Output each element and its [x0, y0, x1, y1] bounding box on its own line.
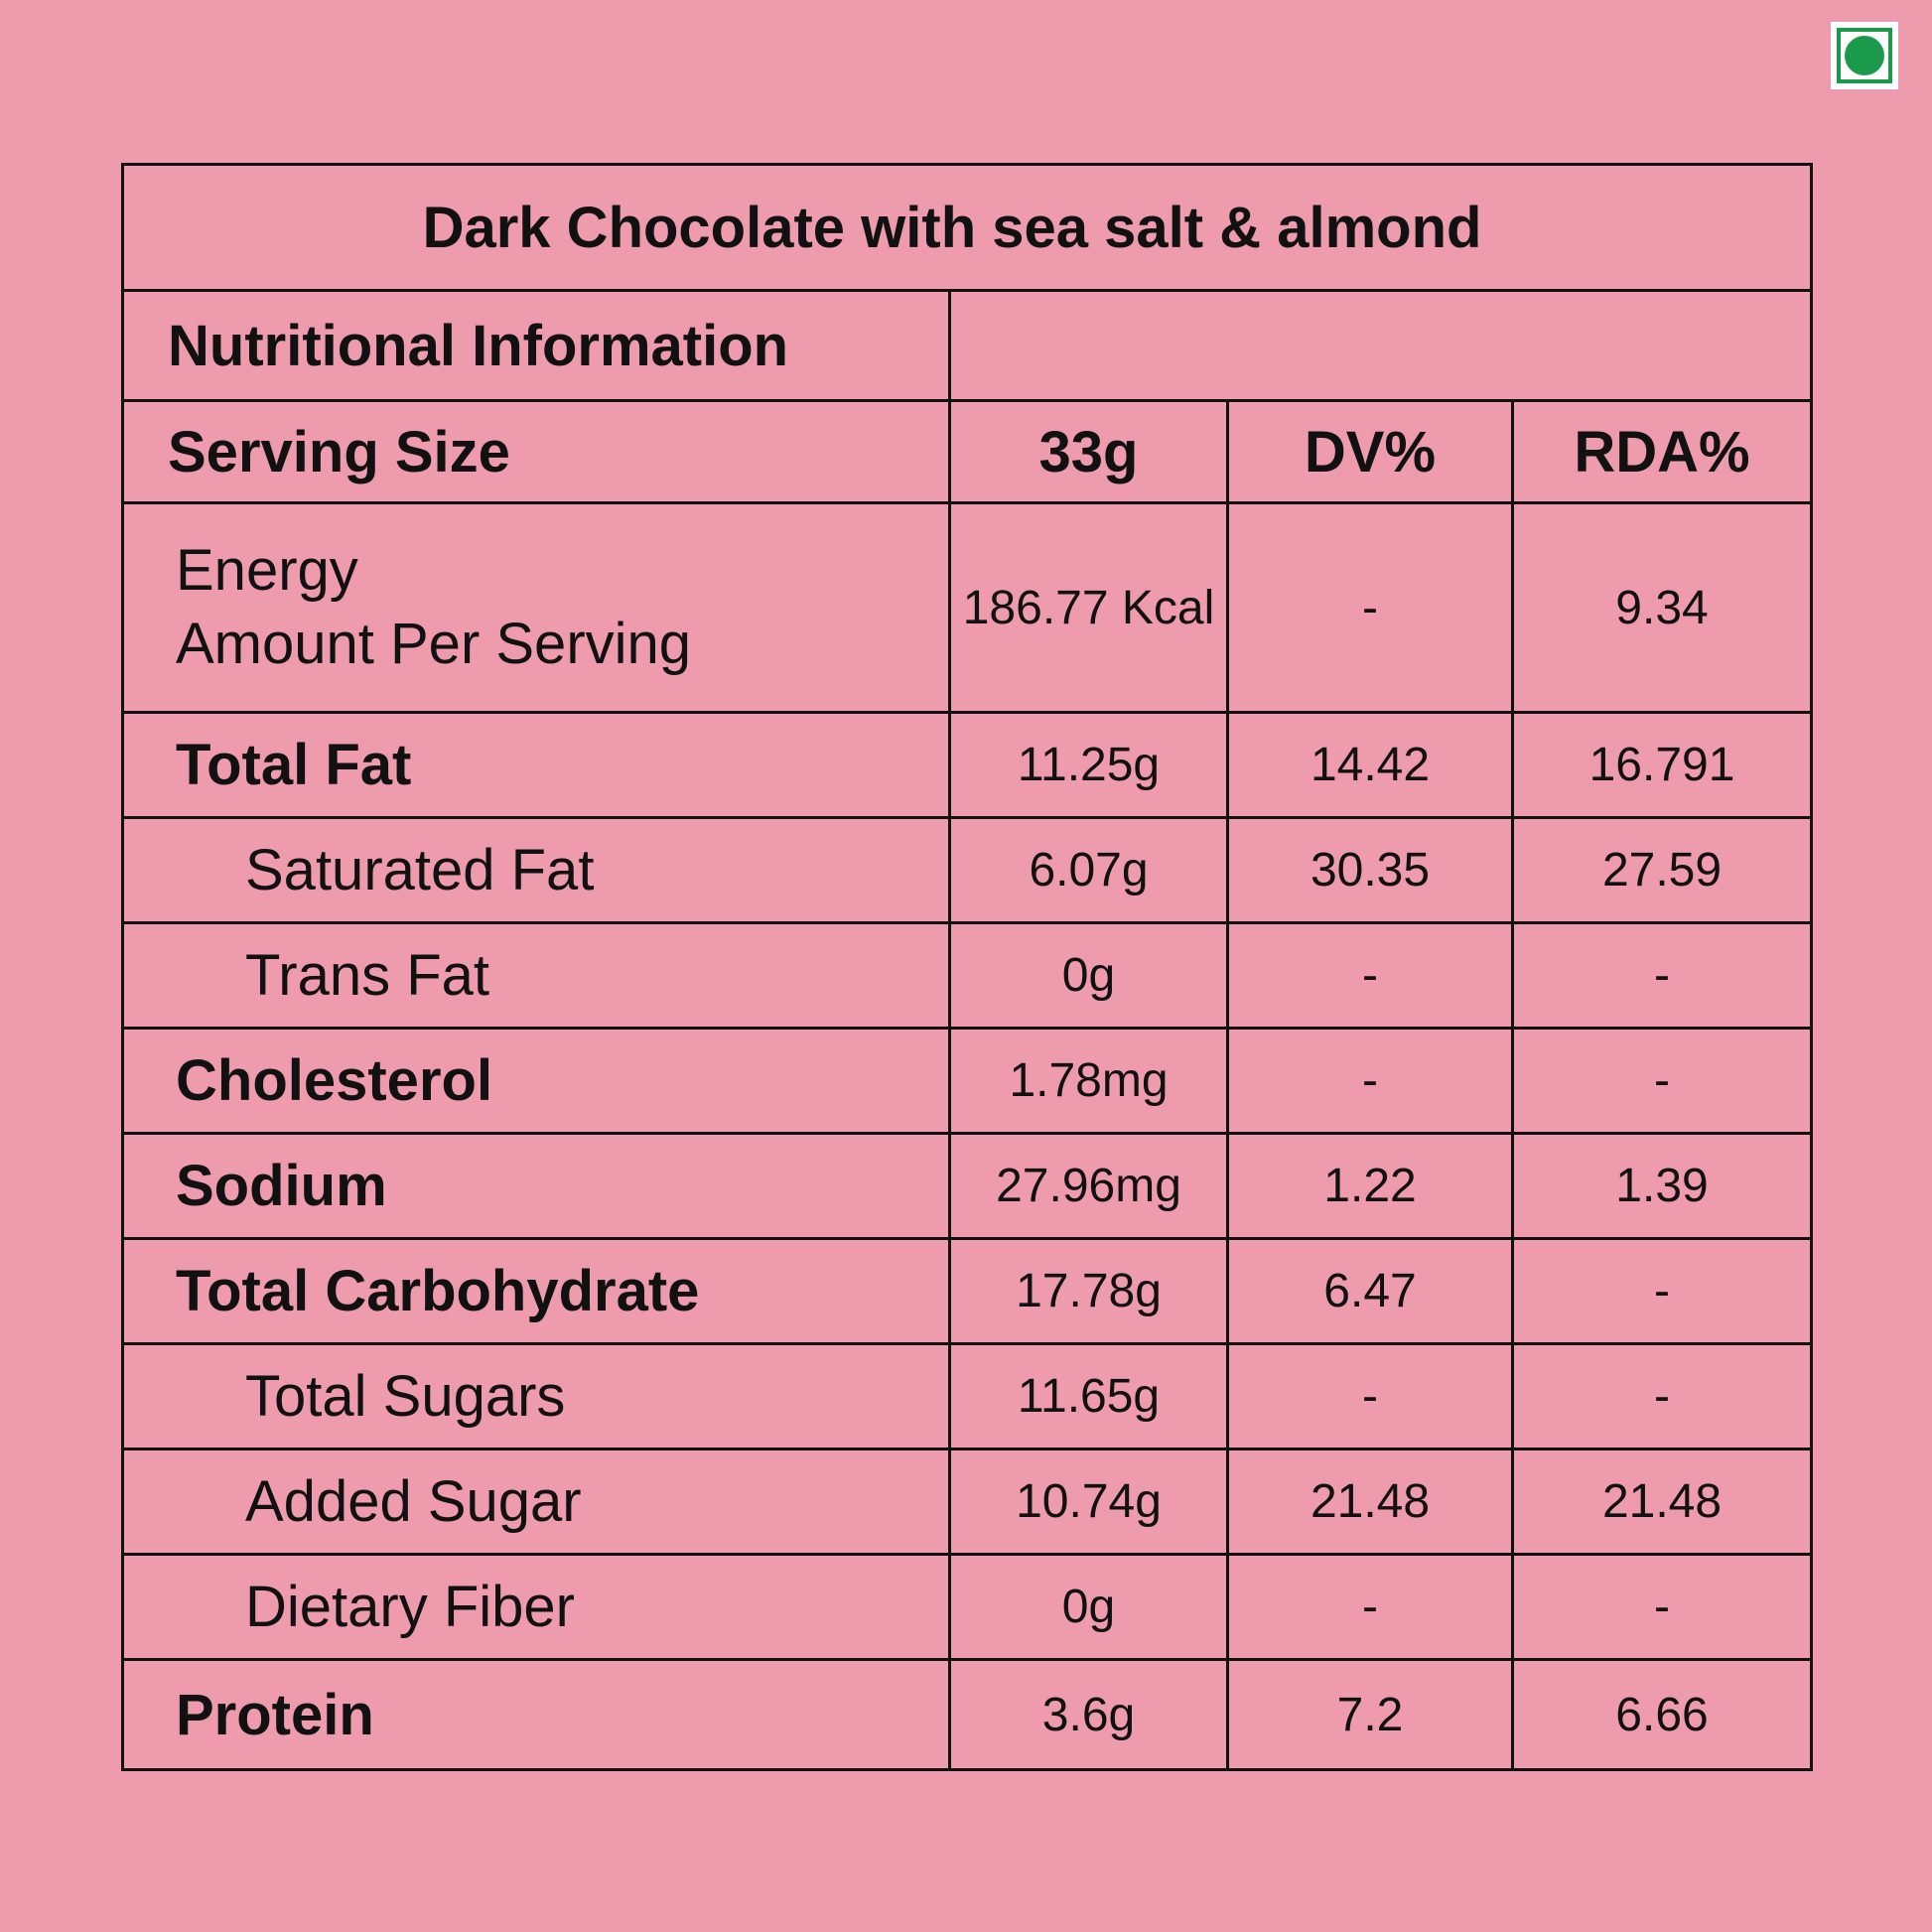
nutrient-label: Cholesterol: [121, 1027, 951, 1135]
section-title-row: Nutritional Information: [121, 289, 1814, 402]
table-row: Total Sugars 11.65g - -: [121, 1342, 1814, 1450]
nutrient-dv: -: [1226, 1027, 1514, 1135]
dv-header: DV%: [1226, 399, 1514, 504]
serving-size-amount: 33g: [948, 399, 1229, 504]
energy-label: Energy Amount Per Serving: [121, 501, 951, 714]
product-title: Dark Chocolate with sea salt & almond: [422, 195, 1482, 260]
table-row: Protein 3.6g 7.2 6.66: [121, 1658, 1814, 1771]
nutrient-rda: -: [1510, 921, 1814, 1030]
nutrient-amount: 1.78mg: [948, 1027, 1229, 1135]
title-row: Dark Chocolate with sea salt & almond: [120, 163, 1814, 292]
table-row: Saturated Fat 6.07g 30.35 27.59: [121, 816, 1814, 924]
table-row: Trans Fat 0g - -: [121, 921, 1814, 1030]
nutrient-rda: 6.66: [1510, 1658, 1814, 1771]
nutrient-dv: 6.47: [1226, 1237, 1514, 1345]
nutrient-amount: 11.65g: [948, 1342, 1229, 1450]
nutrient-dv: 1.22: [1226, 1132, 1514, 1240]
table-row: Dietary Fiber 0g - -: [121, 1553, 1814, 1661]
nutrient-amount: 0g: [948, 1553, 1229, 1661]
energy-label-line2: Amount Per Serving: [176, 612, 692, 676]
nutrient-rda: 21.48: [1510, 1448, 1814, 1556]
nutrient-amount: 6.07g: [948, 816, 1229, 924]
nutrient-label: Total Sugars: [121, 1342, 951, 1450]
nutrient-dv: 7.2: [1226, 1658, 1514, 1771]
nutrient-label: Added Sugar: [121, 1448, 951, 1556]
nutrient-rda: -: [1510, 1027, 1814, 1135]
energy-rda: 9.34: [1510, 501, 1814, 714]
nutrient-label: Sodium: [121, 1132, 951, 1240]
table-row: Total Fat 11.25g 14.42 16.791: [121, 711, 1814, 819]
energy-row: Energy Amount Per Serving 186.77 Kcal - …: [121, 501, 1814, 714]
table-row: Sodium 27.96mg 1.22 1.39: [121, 1132, 1814, 1240]
veg-symbol-dot: [1845, 36, 1884, 75]
nutrient-amount: 10.74g: [948, 1448, 1229, 1556]
veg-symbol-border: [1837, 28, 1892, 83]
nutrient-dv: 21.48: [1226, 1448, 1514, 1556]
nutrient-rda: 27.59: [1510, 816, 1814, 924]
nutrient-dv: -: [1226, 1342, 1514, 1450]
nutrient-amount: 27.96mg: [948, 1132, 1229, 1240]
nutrient-rda: -: [1510, 1237, 1814, 1345]
rda-header: RDA%: [1510, 399, 1814, 504]
nutrient-label: Protein: [121, 1658, 951, 1771]
nutrient-dv: -: [1226, 1553, 1514, 1661]
nutrient-label: Trans Fat: [121, 921, 951, 1030]
nutrient-label: Saturated Fat: [121, 816, 951, 924]
nutrient-dv: -: [1226, 921, 1514, 1030]
table-row: Total Carbohydrate 17.78g 6.47 -: [121, 1237, 1814, 1345]
table-row: Cholesterol 1.78mg - -: [121, 1027, 1814, 1135]
section-title: Nutritional Information: [121, 289, 951, 402]
nutrient-label: Dietary Fiber: [121, 1553, 951, 1661]
nutrient-amount: 11.25g: [948, 711, 1229, 819]
nutrient-rda: -: [1510, 1553, 1814, 1661]
table-row: Added Sugar 10.74g 21.48 21.48: [121, 1448, 1814, 1556]
nutrient-amount: 3.6g: [948, 1658, 1229, 1771]
nutrient-amount: 17.78g: [948, 1237, 1229, 1345]
energy-dv: -: [1226, 501, 1514, 714]
nutrient-dv: 30.35: [1226, 816, 1514, 924]
nutrient-label: Total Carbohydrate: [121, 1237, 951, 1345]
header-row: Serving Size 33g DV% RDA%: [121, 399, 1814, 504]
nutrient-label: Total Fat: [121, 711, 951, 819]
nutrient-rda: 1.39: [1510, 1132, 1814, 1240]
energy-label-line1: Energy: [176, 538, 358, 603]
serving-size-label: Serving Size: [121, 399, 951, 504]
nutrient-rda: 16.791: [1510, 711, 1814, 819]
nutrition-table: Dark Chocolate with sea salt & almond Nu…: [120, 163, 1814, 1771]
nutrient-dv: 14.42: [1226, 711, 1514, 819]
nutrient-amount: 0g: [948, 921, 1229, 1030]
energy-amount: 186.77 Kcal: [948, 501, 1229, 714]
veg-symbol-icon: [1831, 22, 1898, 89]
nutrient-rda: -: [1510, 1342, 1814, 1450]
section-title-empty-cell: [947, 289, 1814, 402]
product-title-cell: Dark Chocolate with sea salt & almond: [120, 163, 1814, 292]
